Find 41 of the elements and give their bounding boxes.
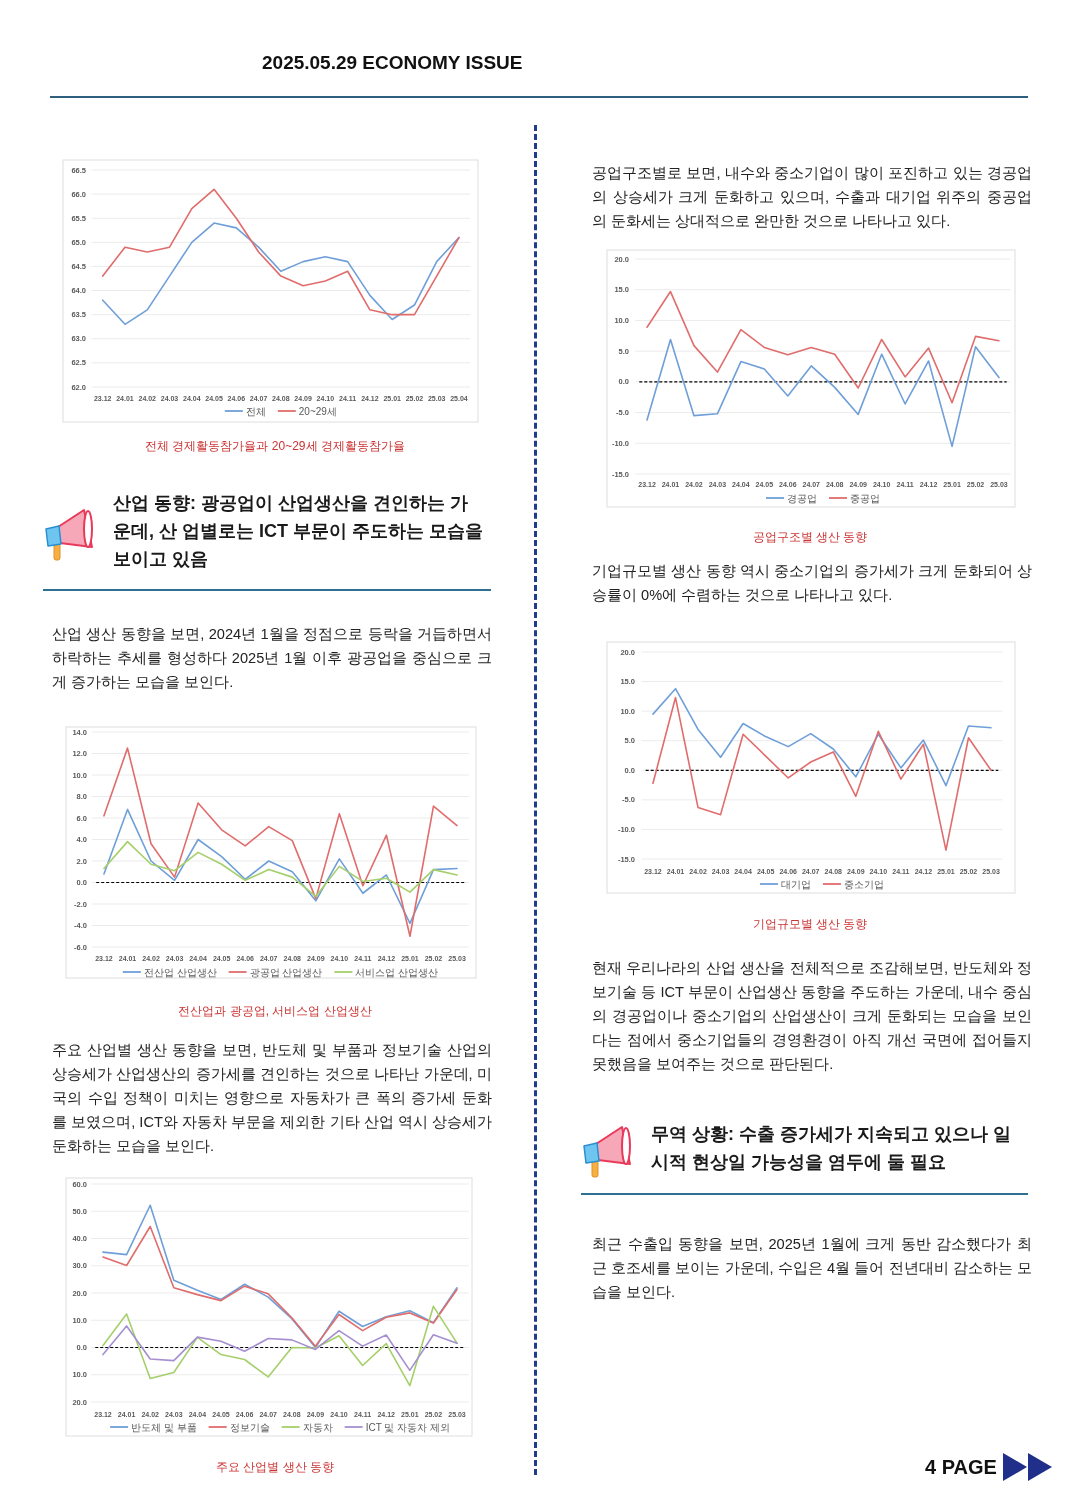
line-series <box>652 687 992 787</box>
text: 무역 상황: 수출 증가세가 지속되고 있으나 일시적 현상일 가능성을 염두에 둘 필요 <box>651 1123 1012 1174</box>
legend-label: 경공업 <box>787 492 817 504</box>
legend-label: 전산업 산업생산 <box>143 966 217 978</box>
line-series <box>102 1305 458 1387</box>
legend-label: ICT 및 자동차 제외 <box>365 1421 450 1433</box>
legend-label: 광공업 산업생산 <box>249 966 323 978</box>
text: 최근 수출입 동향을 보면, 2025년 1월에 크게 동반 감소했다가 최근 호조세를 보이는 가운데, 수입은 4월 들어 전년대비 감소하는 모습을 보인다. <box>592 1235 1032 1302</box>
line-series <box>646 338 1000 448</box>
line-series <box>102 1225 458 1347</box>
text: 기업규모별 생산 동향 역시 중소기업의 증가세가 크게 둔화되어 상승률이 0%에 수렴하는 것으로 나타나고 있다. <box>592 562 1032 605</box>
line-series <box>103 840 458 898</box>
line-series <box>101 188 460 316</box>
text: 산업 생산 동향을 보면, 2024년 1월을 정점으로 등락을 거듭하면서 하락하는 추세를 형성하다 2025년 1월 이후 광공업을 중심으로 크게 증가하는 모습을 보인다. <box>52 625 492 692</box>
legend-label: 중소기업 <box>844 878 884 890</box>
line-series <box>101 222 460 326</box>
legend-label: 20~29세 <box>298 405 337 417</box>
legend-label: 대기업 <box>781 878 811 890</box>
line-series <box>103 747 458 938</box>
text: 4 PAGE <box>925 1455 997 1480</box>
text: 전산업과 광공업, 서비스업 산업생산 <box>178 1004 372 1018</box>
legend-label: 정보기술 <box>229 1421 270 1433</box>
text: 주요 산업별 생산 동향을 보면, 반도체 및 부품과 정보기술 산업의 상승세가 산업생산의 증가세를 견인하는 것으로 나타난 가운데, 미국의 수입 정책이 미치는 영향으로 자동차가 큰 폭의 증가세 둔화를 보였으며, ICT와 자동차 부문을 제외한 기타 산업 역시 상승세가 둔화하는 모습을 보인다. <box>52 1041 492 1156</box>
line-series <box>102 1325 458 1372</box>
legend-label: 전체 <box>245 405 266 417</box>
text: 주요 산업별 생산 동향 <box>215 1460 335 1474</box>
text: 전체 경제활동참가율과 20~29세 경제활동참가율 <box>145 439 405 453</box>
legend-label: 중공업 <box>850 492 880 504</box>
line-series <box>652 696 992 851</box>
text: 2025.05.29 ECONOMY ISSUE <box>262 51 523 75</box>
line-series <box>646 290 1000 404</box>
legend-label: 반도체 및 부품 <box>131 1421 197 1433</box>
text: 현재 우리나라의 산업 생산을 전체적으로 조감해보면, 반도체와 정보기술 등 ICT 부문이 산업생산 동향을 주도하는 가운데, 내수 중심의 경공업이나 중소기업의 산업생산이 크게 둔화되는 모습을 보인다는 점에서 중소기업들의 경영환경이 아직 개선 국면에 접어들지 못했음을 보여주는 것으로 판단된다. <box>592 959 1032 1074</box>
text: 공업구조별 생산 동향 <box>752 530 868 544</box>
text: 산업 동향: 광공업이 산업생산을 견인하는 가운데, 산 업별로는 ICT 부문이 주도하는 모습을 보이고 있음 <box>113 492 484 571</box>
text: 기업규모별 생산 동향 <box>752 917 868 931</box>
line-series <box>103 808 458 925</box>
legend-label: 서비스업 산업생산 <box>355 966 439 978</box>
legend-label: 자동차 <box>302 1421 333 1433</box>
line-series <box>102 1204 458 1349</box>
text: 공업구조별로 보면, 내수와 중소기업이 많이 포진하고 있는 경공업의 상승세가 크게 둔화하고 있으며, 수출과 대기업 위주의 중공업의 둔화세는 상대적으로 완만한 것으로 나타나고 있다. <box>592 164 1032 231</box>
